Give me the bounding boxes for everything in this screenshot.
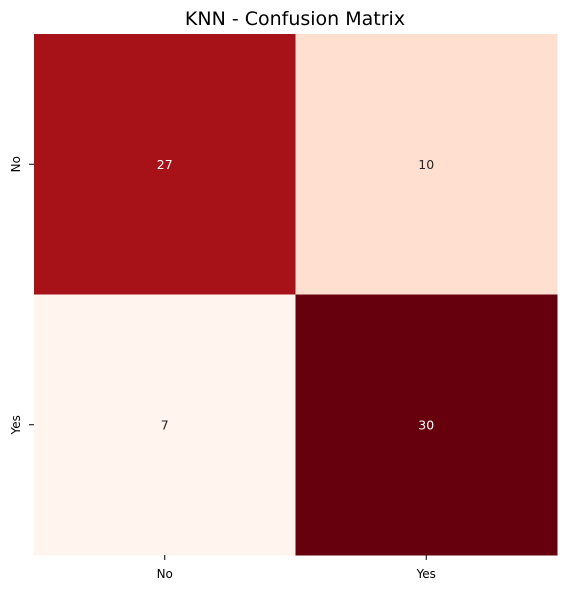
x-axis: No Yes bbox=[157, 555, 436, 581]
chart-title: KNN - Confusion Matrix bbox=[185, 8, 405, 30]
cell-value-label: 30 bbox=[418, 417, 434, 432]
y-axis: No Yes bbox=[9, 156, 34, 435]
heatmap-cells bbox=[34, 34, 558, 556]
heatmap-cell-yes-yes bbox=[295, 294, 558, 556]
heatmap-cell-no-no bbox=[34, 34, 296, 295]
cell-value-label: 27 bbox=[157, 157, 173, 172]
cell-annotations: 27 10 7 30 bbox=[157, 157, 434, 433]
x-tick-label: Yes bbox=[416, 567, 436, 581]
cell-value-label: 10 bbox=[418, 157, 434, 172]
heatmap-cell-no-yes bbox=[295, 34, 558, 295]
cell-value-label: 7 bbox=[161, 417, 169, 432]
y-tick-label: Yes bbox=[9, 415, 23, 435]
y-tick-label: No bbox=[9, 156, 23, 172]
heatmap-cell-yes-no bbox=[34, 294, 296, 556]
x-tick-label: No bbox=[157, 567, 173, 581]
